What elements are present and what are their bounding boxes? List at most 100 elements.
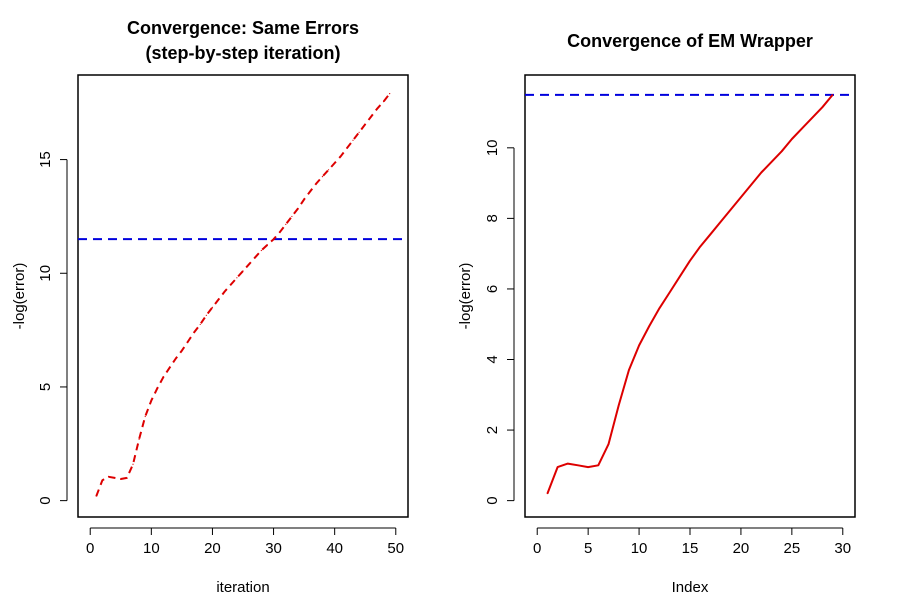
data-point [346,147,348,149]
data-point [352,139,354,141]
data-point [760,171,762,174]
y-axis-label: -log(error) [457,263,474,330]
data-point [303,198,305,200]
data-point [389,93,391,95]
panel-convergence-em-wrapper: Convergence of EM Wrapper 0 5 10 15 20 25 30 0 2 4… [457,31,856,596]
data-point [628,369,630,371]
data-point [770,161,773,163]
x-tick-label: 20 [733,540,750,557]
data-point [193,331,195,333]
data-point [679,275,681,278]
data-point [587,466,589,468]
data-point [132,463,134,465]
data-point [556,466,559,468]
x-tick-label: 50 [387,540,404,557]
x-tick-label: 40 [326,540,343,557]
y-axis-label: -log(error) [11,263,28,330]
data-point [297,207,299,210]
x-tick-label: 0 [86,540,94,557]
data-point [364,123,366,125]
data-point [156,387,159,389]
y-tick-label: 0 [484,496,501,504]
data-point [107,476,110,478]
data-point [248,263,250,265]
data-point [199,323,201,326]
x-tick-label: 5 [584,540,592,557]
x-tick-label: 20 [204,540,221,557]
x-axis-label: iteration [216,579,269,596]
data-point [321,176,324,178]
y-tick-label: 5 [37,383,54,391]
data-point [126,477,128,479]
data-point [648,325,650,327]
data-point [327,169,330,171]
data-point [791,138,793,140]
x-tick-label: 15 [682,540,699,557]
y-tick-label: 15 [37,151,54,168]
data-point [597,464,599,466]
data-point [162,376,165,378]
data-point [95,495,97,497]
data-point [740,196,742,198]
data-point [181,349,183,352]
x-tick-label: 25 [784,540,801,557]
data-point [144,415,146,418]
data-point [811,117,813,119]
y-tick-label: 2 [484,426,501,434]
x-tick-label: 10 [143,540,160,557]
data-point [309,190,311,193]
data-point [781,150,783,152]
data-point [831,94,834,96]
x-tick-label: 30 [834,540,851,557]
data-point [187,340,189,343]
data-point [242,270,244,272]
x-tick-label: 0 [533,540,541,557]
data-point [577,464,579,466]
data-point [730,208,732,211]
x-axis-label: Index [672,579,709,596]
chart-title-line: Convergence: Same Errors [127,18,359,38]
data-point [150,399,152,402]
data-point [382,101,385,103]
plot-frame [524,74,856,518]
data-point [750,184,752,186]
data-point [709,233,711,235]
y-tick-label: 10 [37,265,54,282]
data-point [101,479,104,481]
data-point [801,127,803,130]
y-tick-label: 0 [37,496,54,504]
data-point [272,238,275,240]
plot-frame [77,74,409,518]
data-point [315,182,317,185]
y-tick-label: 10 [484,139,501,156]
data-point [376,107,379,110]
y-tick-label: 4 [484,355,501,363]
data-point [138,438,140,440]
panel-convergence-same-errors: Convergence: Same Errors (step-by-step it… [11,18,409,596]
y-tick-label: 8 [484,214,501,222]
data-point [358,131,360,133]
data-point [618,404,620,406]
data-point [291,215,293,218]
chart-title-line: Convergence of EM Wrapper [567,31,813,51]
x-tick-label: 30 [265,540,282,557]
data-point [260,249,262,252]
data-point [669,291,671,294]
data-point [689,260,691,262]
data-point [266,244,269,246]
data-point [211,306,214,308]
data-point [169,367,171,369]
data-point [340,155,342,157]
data-point [114,477,116,479]
data-point [254,256,256,258]
data-point [334,162,336,164]
data-point [607,443,610,445]
data-point [719,221,722,223]
data-point [638,344,640,346]
data-point [699,246,701,248]
data-point [567,462,569,465]
data-point [279,231,281,233]
data-point [285,223,287,225]
